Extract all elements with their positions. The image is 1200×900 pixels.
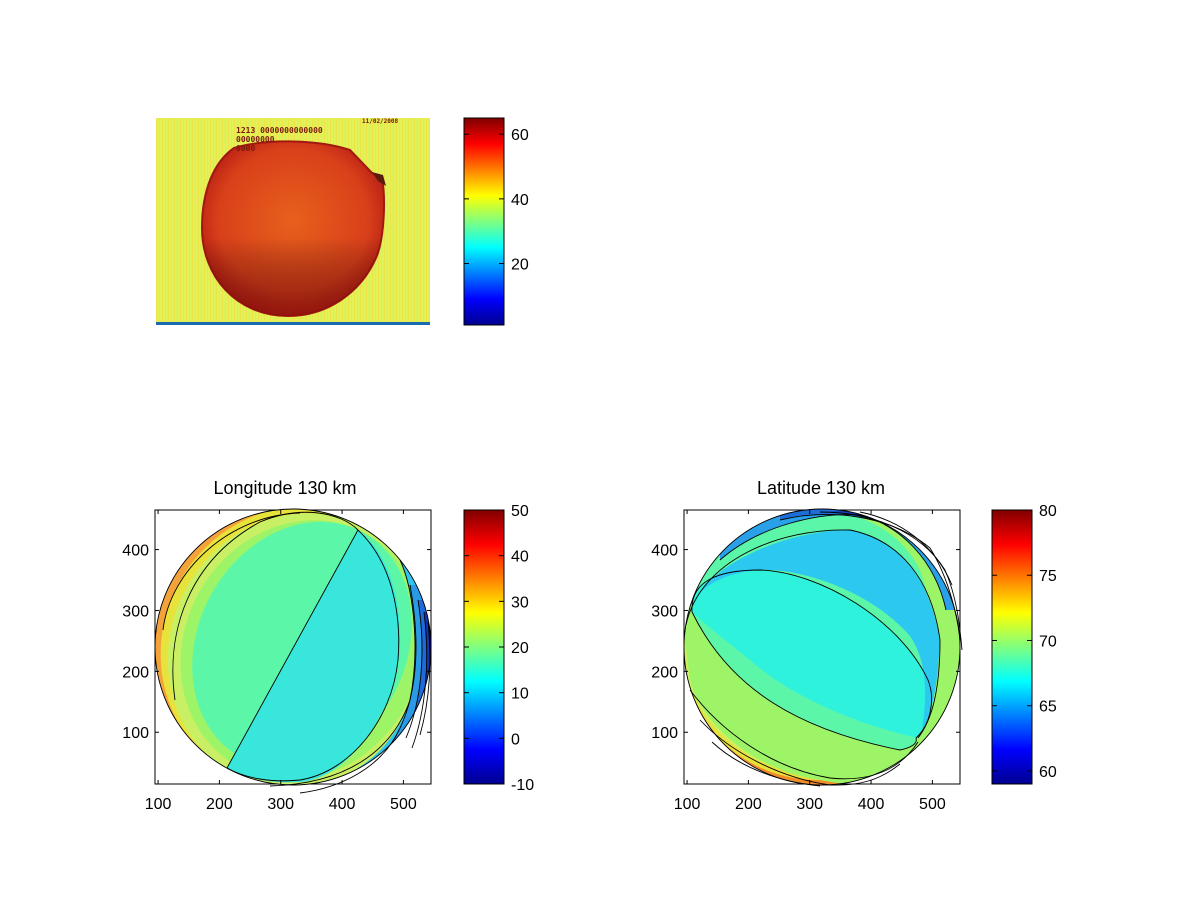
- latitude-xtick-label: 400: [858, 796, 885, 813]
- latitude-ytick-label: 200: [651, 664, 678, 681]
- longitude-xtick-label: 200: [206, 796, 233, 813]
- latitude-xtick-label: 300: [796, 796, 823, 813]
- image-bottom-edge: [156, 322, 430, 325]
- colorbar-1-tick-label: 60: [511, 127, 529, 144]
- colorbar-2-tick-label: 20: [511, 640, 529, 657]
- colorbar-2-bar: [463, 509, 505, 785]
- longitude-xtick-label: 300: [267, 796, 294, 813]
- longitude-xtick-label: 100: [145, 796, 172, 813]
- image-label-3: 0000: [236, 144, 255, 153]
- longitude-xtick-label: 500: [390, 796, 417, 813]
- image-panel: 1213 0000000000000 00000000 0000 11/02/2…: [156, 118, 430, 325]
- colorbar-3-tick-label: 70: [1039, 633, 1057, 650]
- solar-disk-shade: [202, 141, 384, 316]
- latitude-xtick-label: 100: [674, 796, 701, 813]
- colorbar-3-tick-label: 80: [1039, 503, 1057, 520]
- latitude-ytick-label: 100: [651, 725, 678, 742]
- latitude-xtick-label: 200: [735, 796, 762, 813]
- disk-notch: [372, 172, 386, 186]
- longitude-ytick-label: 100: [122, 725, 149, 742]
- latitude-xtick-label: 500: [919, 796, 946, 813]
- colorbar-2-tick-label: 50: [511, 503, 529, 520]
- colorbar-3-tick-label: 65: [1039, 699, 1057, 716]
- lat-region-5: [691, 570, 932, 738]
- colorbar-1-tick-label: 40: [511, 192, 529, 209]
- latitude-panel: Latitude 130 km: [651, 478, 963, 813]
- image-label-4: 11/02/2008: [362, 118, 399, 125]
- longitude-panel: Longitude 130 km 100 200 3: [122, 478, 432, 813]
- colorbar-2-tick-label: 30: [511, 594, 529, 611]
- image-label-2: 00000000: [236, 135, 275, 144]
- longitude-ytick-label: 400: [122, 543, 149, 560]
- colorbar-2-tick-label: -10: [511, 777, 534, 794]
- colorbar-2: -10 0 10 20 30 40 50: [463, 503, 534, 794]
- image-label-1: 1213 0000000000000: [236, 126, 323, 135]
- colorbar-3-tick-label: 60: [1039, 764, 1057, 781]
- colorbar-2-tick-label: 40: [511, 549, 529, 566]
- colorbar-1-bar: [463, 117, 505, 326]
- latitude-title: Latitude 130 km: [757, 478, 885, 498]
- longitude-ytick-label: 300: [122, 603, 149, 620]
- colorbar-3: 60 65 70 75 80: [991, 503, 1057, 785]
- colorbar-2-tick-label: 10: [511, 686, 529, 703]
- longitude-title: Longitude 130 km: [213, 478, 356, 498]
- latitude-ytick-label: 400: [651, 543, 678, 560]
- colorbar-1: 20 40 60: [463, 117, 529, 326]
- colorbar-2-tick-label: 0: [511, 731, 520, 748]
- longitude-xtick-label: 400: [329, 796, 356, 813]
- lat-region-6: [698, 530, 940, 730]
- colorbar-3-tick-label: 75: [1039, 568, 1057, 585]
- colorbar-1-tick-label: 20: [511, 257, 529, 274]
- longitude-ytick-label: 200: [122, 664, 149, 681]
- latitude-contour-lines: [683, 508, 963, 787]
- lon-region-5: [227, 530, 400, 783]
- longitude-contour-lines: [154, 508, 432, 794]
- colorbar-3-bar: [991, 509, 1033, 785]
- latitude-ytick-label: 300: [651, 603, 678, 620]
